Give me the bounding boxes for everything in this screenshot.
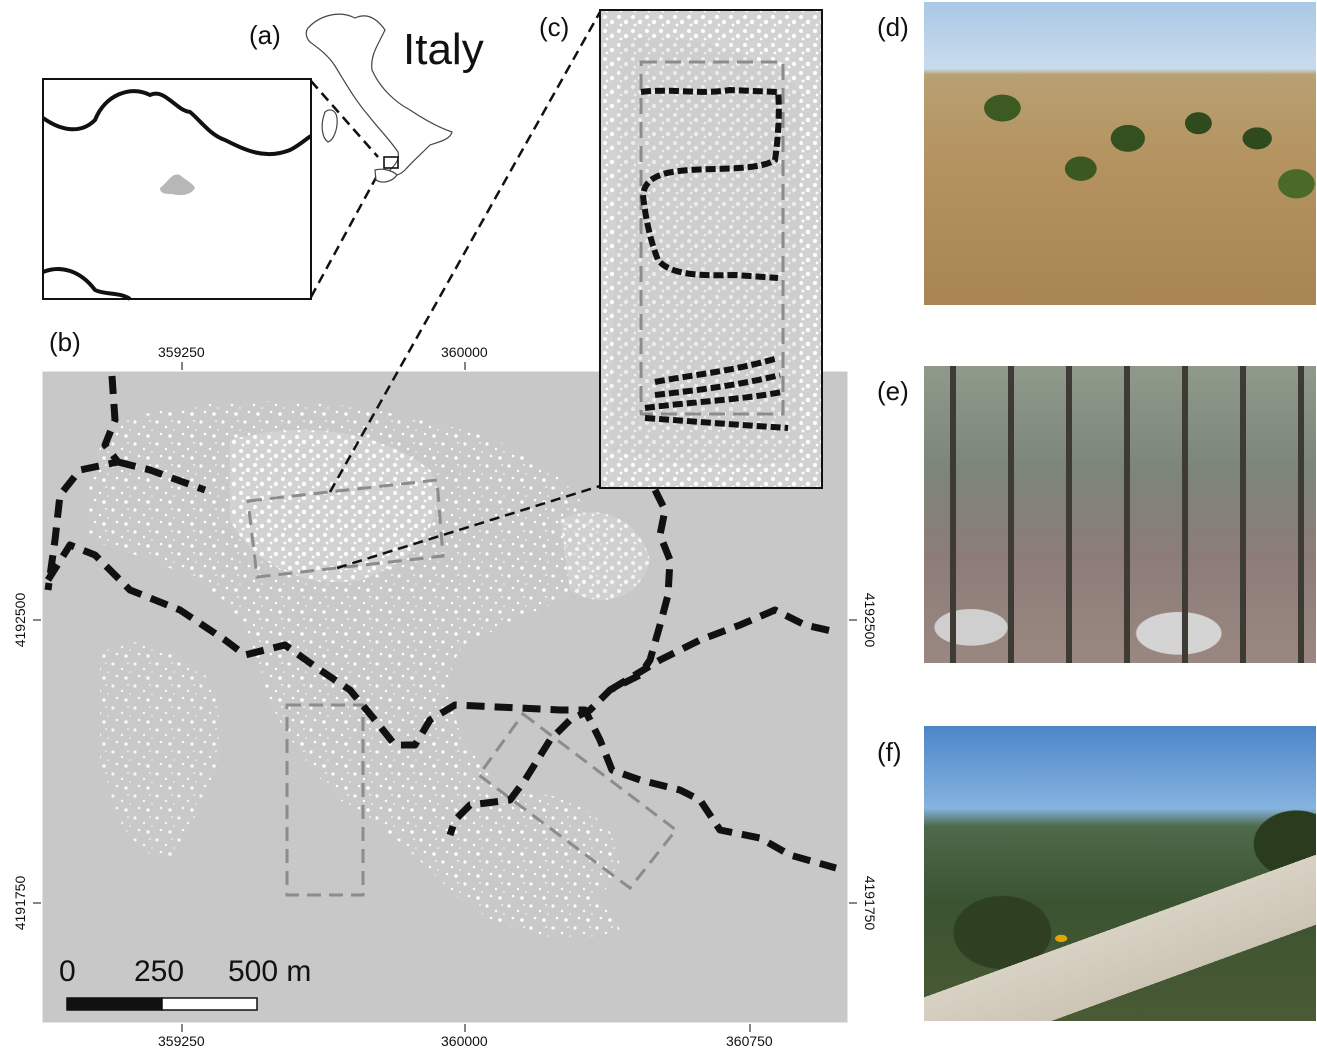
trail-2 (117, 458, 207, 494)
axis-ticks (33, 362, 857, 1032)
trail-3 (45, 541, 837, 872)
y-tick-left-2: 4191750 (12, 875, 28, 931)
scale-bar (66, 997, 258, 1011)
inset-map-c (328, 9, 823, 570)
trail-1 (44, 375, 122, 591)
open-habitat-area-west (100, 642, 222, 860)
panel-label-b: (b) (49, 327, 81, 357)
photo-forest (924, 366, 1316, 663)
coastline-south (42, 267, 132, 301)
trails (44, 375, 837, 872)
study-area-shape (160, 174, 195, 196)
transect-area-3 (476, 711, 679, 891)
italy-outline (305, 13, 453, 183)
transect-area-1 (246, 478, 445, 579)
photo-grassland (924, 2, 1316, 305)
trail-5 (608, 606, 837, 694)
x-tick-bottom-1: 359250 (158, 1033, 205, 1049)
panel-label-d: (d) (877, 12, 909, 42)
inset-map-a (41, 78, 380, 301)
panel-label-c: (c) (539, 12, 570, 42)
study-location-box (383, 156, 399, 169)
x-tick-top-2: 360000 (441, 344, 488, 360)
y-tick-right-1: 4192500 (862, 592, 878, 648)
scale-label-250: 250 (134, 955, 185, 988)
map-frame (42, 371, 848, 1023)
x-tick-bottom-3: 360750 (726, 1033, 773, 1049)
y-tick-left-1: 4192500 (12, 592, 28, 648)
x-tick-bottom-2: 360000 (441, 1033, 488, 1049)
inset-c-trails (639, 86, 789, 431)
x-tick-top-1: 359250 (158, 344, 205, 360)
scale-label-0: 0 (59, 955, 76, 988)
photo-road (924, 726, 1316, 1021)
open-patch-south (476, 792, 620, 908)
country-label: Italy (403, 25, 484, 74)
dense-open-area (230, 430, 437, 582)
coastline-north (41, 89, 313, 157)
panel-label-f: (f) (877, 737, 902, 767)
panel-label-e: (e) (877, 376, 909, 406)
y-tick-right-2: 4191750 (862, 875, 878, 931)
inset-c-frame (599, 9, 823, 489)
panel-label-a: (a) (249, 20, 281, 50)
open-patch-east (560, 512, 650, 600)
inset-c-transect (639, 60, 785, 416)
scale-label-500m: 500 m (228, 955, 312, 988)
